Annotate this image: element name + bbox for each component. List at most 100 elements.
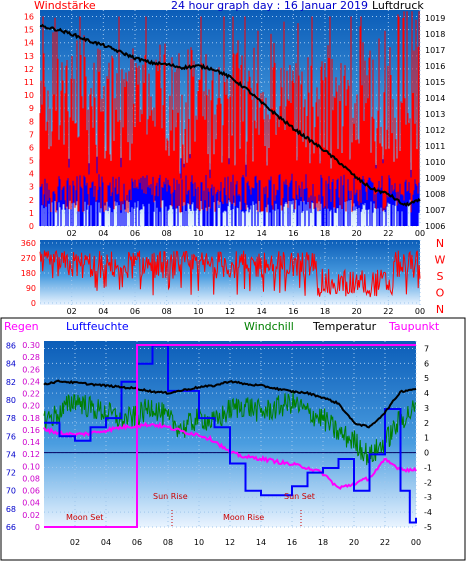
- temperature-tick-label: 1: [424, 434, 429, 443]
- pressure-tick-label: 1006: [425, 222, 445, 231]
- top-time-label: 04: [98, 229, 108, 238]
- wind-tick-label: 6: [29, 143, 34, 152]
- temperature-tick-label: -1: [424, 463, 432, 472]
- rain-tick-label: 0.20: [22, 402, 40, 411]
- pressure-tick-label: 1014: [425, 94, 445, 103]
- wind-direction-line: [39, 250, 421, 298]
- compass-s: S: [437, 270, 444, 283]
- pressure-axis-ticks: 1006 1007 1008 1009 1010 1011 1012 1013 1014 1015…: [425, 14, 445, 231]
- humidity-tick-label: 70: [6, 487, 16, 496]
- windchill-label: Windchill: [244, 320, 294, 333]
- rain-tick-label: 0.18: [22, 414, 40, 423]
- bottom-time-label: 16: [287, 538, 297, 547]
- temperature-tick-label: 7: [424, 344, 429, 353]
- pressure-tick-label: 1012: [425, 126, 445, 135]
- top-time-ticks: 02 04 06 08 10 12 14 16 18 20 22 00: [67, 229, 426, 238]
- pressure-tick-label: 1008: [425, 190, 445, 199]
- bottom-time-label: 04: [101, 538, 111, 547]
- mid-time-label: 20: [352, 307, 362, 316]
- wind-tick-label: 5: [29, 157, 34, 166]
- rain-tick-label: 0.30: [22, 341, 40, 350]
- direction-tick-label: 360: [21, 239, 36, 248]
- humidity-line: [44, 344, 417, 524]
- wind-tick-label: 2: [29, 196, 34, 205]
- temperature-tick-label: 5: [424, 374, 429, 383]
- wind-tick-label: 7: [29, 130, 34, 139]
- temperature-tick-label: 4: [424, 389, 429, 398]
- wind-tick-label: 8: [29, 117, 34, 126]
- rain-tick-label: 0.22: [22, 390, 40, 399]
- pressure-tick-label: 1010: [425, 158, 445, 167]
- rain-tick-label: 0.06: [22, 487, 40, 496]
- humidity-tick-label: 66: [6, 523, 16, 532]
- temperature-tick-label: 0: [424, 449, 429, 458]
- top-time-label: 18: [320, 229, 330, 238]
- top-time-label: 22: [383, 229, 393, 238]
- mid-time-label: 14: [257, 307, 267, 316]
- humidity-label: Luftfeuchte: [66, 320, 129, 333]
- bottom-time-label: 20: [349, 538, 359, 547]
- humidity-tick-label: 86: [6, 342, 16, 351]
- humidity-tick-label: 82: [6, 378, 16, 387]
- rain-label: Regen: [4, 320, 39, 333]
- humidity-tick-label: 76: [6, 432, 16, 441]
- bottom-time-label: 14: [256, 538, 266, 547]
- bottom-series: [43, 344, 417, 528]
- temperature-tick-label: 6: [424, 359, 429, 368]
- bottom-time-label: 06: [132, 538, 142, 547]
- mid-time-label: 18: [320, 307, 330, 316]
- direction-tick-label: 90: [26, 284, 36, 293]
- direction-axis-ticks: 0 90 180 270 360: [21, 239, 36, 308]
- temperature-line: [43, 379, 417, 429]
- bottom-time-label: 00: [411, 538, 421, 547]
- pressure-label: Luftdruck: [372, 0, 424, 12]
- pressure-tick-label: 1016: [425, 62, 445, 71]
- rain-tick-label: 0.04: [22, 499, 40, 508]
- direction-tick-label: 180: [21, 269, 36, 278]
- bottom-time-label: 22: [380, 538, 390, 547]
- wind-tick-label: 3: [29, 183, 34, 192]
- wind-speed-series: [39, 11, 420, 226]
- rain-tick-label: 0.26: [22, 365, 40, 374]
- rain-axis-ticks: 0 0.02 0.04 0.06 0.08 0.10 0.12 0.14 0.16 0.18 0.2…: [22, 341, 40, 532]
- direction-tick-label: 270: [21, 254, 36, 263]
- humidity-tick-label: 72: [6, 469, 16, 478]
- humidity-tick-label: 84: [6, 360, 16, 369]
- rain-line: [44, 344, 416, 528]
- rain-tick-label: 0.14: [22, 438, 40, 447]
- rain-tick-label: 0.24: [22, 377, 40, 386]
- wind-tick-label: 13: [24, 52, 34, 61]
- top-time-label: 16: [288, 229, 298, 238]
- wind-tick-label: 14: [24, 39, 34, 48]
- top-time-label: 14: [257, 229, 267, 238]
- wind-tick-label: 4: [29, 170, 34, 179]
- pressure-tick-label: 1017: [425, 46, 445, 55]
- direction-tick-label: 0: [31, 299, 36, 308]
- dewpoint-label: Taupunkt: [388, 320, 440, 333]
- pressure-tick-label: 1007: [425, 206, 445, 215]
- temperature-tick-label: -5: [424, 523, 432, 532]
- mid-time-label: 22: [383, 307, 393, 316]
- temperature-tick-label: 3: [424, 404, 429, 413]
- compass-n: N: [436, 303, 444, 316]
- top-time-label: 02: [67, 229, 77, 238]
- top-time-label: 00: [415, 229, 425, 238]
- pressure-series: [39, 23, 421, 208]
- top-time-label: 08: [162, 229, 172, 238]
- sun-rise-label: Sun Rise: [153, 492, 188, 501]
- temperature-label: Temperatur: [312, 320, 377, 333]
- moon-set-label: Moon Set: [66, 513, 103, 522]
- humidity-tick-label: 78: [6, 414, 16, 423]
- wind-tick-label: 10: [24, 91, 34, 100]
- humidity-tick-label: 68: [6, 505, 16, 514]
- top-time-label: 10: [193, 229, 203, 238]
- rain-tick-label: 0.28: [22, 353, 40, 362]
- pressure-tick-label: 1015: [425, 78, 445, 87]
- compass-o: O: [436, 287, 445, 300]
- top-time-label: 06: [130, 229, 140, 238]
- wind-tick-label: 15: [24, 26, 34, 35]
